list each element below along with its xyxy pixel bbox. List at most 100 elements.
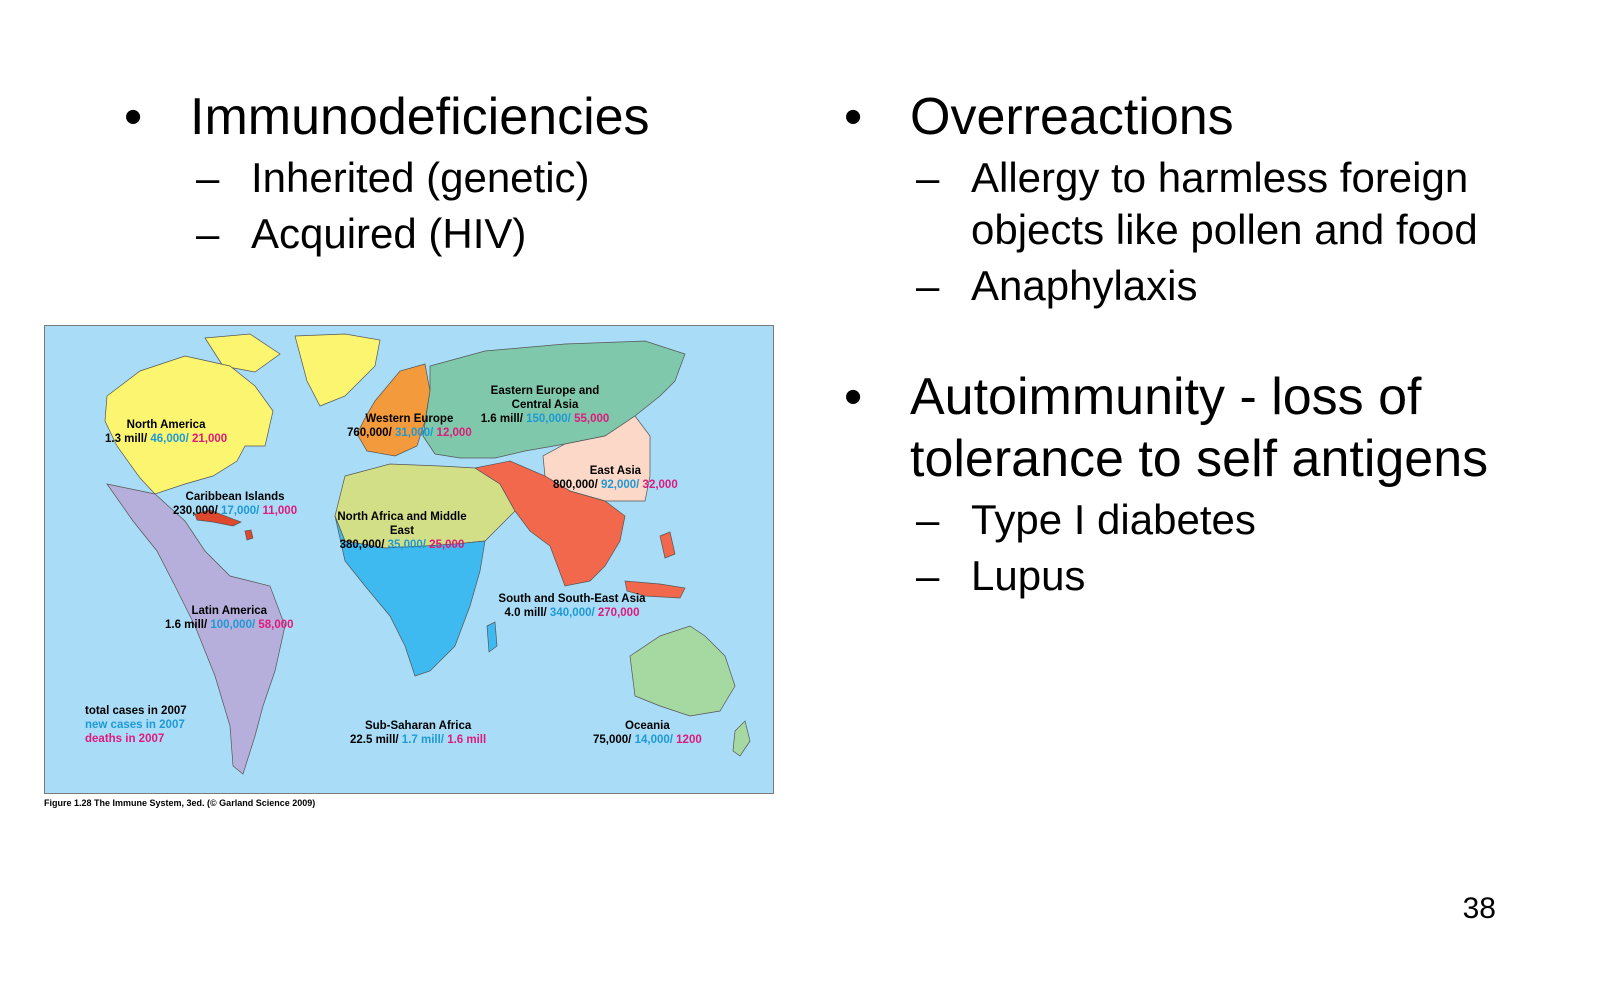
figure-caption: Figure 1.28 The Immune System, 3ed. (© G… <box>44 798 316 808</box>
region-label-east-asia: East Asia 800,000/ 92,000/ 32,000 <box>553 464 678 492</box>
stat-total: 4.0 mill/ <box>504 607 547 619</box>
right-column: • Overreactions – Allergy to harmless fo… <box>844 86 1544 602</box>
western-europe-shape <box>356 363 431 457</box>
sub-bullet-acquired: – Acquired (HIV) <box>124 208 744 260</box>
stat-deaths: 270,000 <box>597 607 640 619</box>
dash-glyph: – <box>916 552 940 599</box>
region-label-north-america: North America 1.3 mill/ 46,000/ 21,000 <box>105 418 227 446</box>
region-name: Sub-Saharan Africa <box>364 720 472 732</box>
stat-new: 17,000/ <box>220 505 260 517</box>
stat-new: 340,000/ <box>549 607 595 619</box>
stat-total: 1.6 mill/ <box>480 413 523 425</box>
madagascar-shape <box>486 621 498 653</box>
dash-glyph: – <box>196 154 220 201</box>
region-stats: 760,000/ 31,000/ 12,000 <box>347 426 472 440</box>
dash-glyph: – <box>916 496 940 543</box>
immunodeficiencies-heading: Immunodeficiencies <box>190 88 650 146</box>
stat-deaths: 25,000 <box>429 539 465 551</box>
legend-new: new cases in 2007 <box>85 719 185 731</box>
stat-deaths: 32,000 <box>642 479 678 491</box>
stat-deaths: 12,000 <box>436 427 472 439</box>
sub-saharan-africa-shape <box>334 515 486 677</box>
greenland-shape <box>294 333 381 407</box>
sub-bullet-anaphylaxis: – Anaphylaxis <box>844 260 1544 312</box>
region-name: Caribbean Islands <box>185 491 285 503</box>
australia-shape <box>629 625 736 717</box>
dash-glyph: – <box>196 210 220 257</box>
region-label-latin-america: Latin America 1.6 mill/ 100,000/ 58,000 <box>165 604 294 632</box>
region-name: Eastern Europe and Central Asia <box>490 385 600 411</box>
region-stats: 1.3 mill/ 46,000/ 21,000 <box>105 432 227 446</box>
sub-bullet-lupus: – Lupus <box>844 550 1544 602</box>
region-name: East Asia <box>589 465 642 477</box>
region-stats: 75,000/ 14,000/ 1200 <box>593 733 702 747</box>
region-label-sub-saharan-africa: Sub-Saharan Africa 22.5 mill/ 1.7 mill/ … <box>350 719 486 747</box>
region-label-western-europe: Western Europe 760,000/ 31,000/ 12,000 <box>347 412 472 440</box>
region-name: North Africa and Middle East <box>337 511 467 537</box>
stat-total: 1.3 mill/ <box>105 433 148 445</box>
dash-glyph: – <box>916 262 940 309</box>
stat-total: 230,000/ <box>173 505 218 517</box>
hiv-world-map: North America 1.3 mill/ 46,000/ 21,000 C… <box>44 325 774 794</box>
sub-bullet-text: Lupus <box>971 552 1086 599</box>
world-map-drawing <box>104 333 751 775</box>
stat-total: 800,000/ <box>553 479 598 491</box>
stat-deaths: 11,000 <box>262 505 298 517</box>
stat-deaths: 1200 <box>676 734 702 746</box>
region-name: Oceania <box>625 720 670 732</box>
south-southeast-asia-shape <box>474 460 626 587</box>
stat-new: 100,000/ <box>210 619 256 631</box>
sub-bullet-text: Type I diabetes <box>971 496 1256 543</box>
stat-total: 380,000/ <box>339 539 385 551</box>
stat-new: 14,000/ <box>634 734 673 746</box>
region-name: South and South-East Asia <box>498 593 646 605</box>
left-column: • Immunodeficiencies – Inherited (geneti… <box>124 86 744 260</box>
sub-bullet-text: Acquired (HIV) <box>251 210 527 257</box>
region-label-eastern-europe: Eastern Europe and Central Asia 1.6 mill… <box>475 384 615 426</box>
region-name: North America <box>126 419 206 431</box>
sub-bullet-type1-diabetes: – Type I diabetes <box>844 494 1544 546</box>
region-label-caribbean: Caribbean Islands 230,000/ 17,000/ 11,00… <box>173 490 297 518</box>
legend-deaths: deaths in 2007 <box>85 733 165 745</box>
bullet-overreactions: • Overreactions <box>844 86 1544 148</box>
caribbean-islands-shape <box>194 509 242 527</box>
region-label-oceania: Oceania 75,000/ 14,000/ 1200 <box>593 719 702 747</box>
new-zealand-shape <box>732 720 751 757</box>
caribbean-islands-shape <box>244 529 254 541</box>
dash-glyph: – <box>916 154 940 201</box>
region-stats: 230,000/ 17,000/ 11,000 <box>173 504 297 518</box>
region-name: Latin America <box>191 605 268 617</box>
stat-deaths: 58,000 <box>258 619 294 631</box>
sub-bullet-inherited: – Inherited (genetic) <box>124 152 744 204</box>
stat-total: 760,000/ <box>347 427 392 439</box>
region-stats: 1.6 mill/ 100,000/ 58,000 <box>165 618 294 632</box>
stat-deaths: 1.6 mill <box>447 734 487 746</box>
page-number: 38 <box>1462 892 1496 925</box>
autoimmunity-heading: Autoimmunity - loss of tolerance to self… <box>910 368 1489 488</box>
region-stats: 4.0 mill/ 340,000/ 270,000 <box>497 606 647 620</box>
indonesia-islands-shape <box>624 580 686 599</box>
bullet-immunodeficiencies: • Immunodeficiencies <box>124 86 744 148</box>
legend-total: total cases in 2007 <box>85 705 187 717</box>
region-stats: 1.6 mill/ 150,000/ 55,000 <box>475 412 615 426</box>
arctic-islands-shape <box>204 333 281 373</box>
bullet-glyph: • <box>844 368 863 426</box>
bullet-autoimmunity: • Autoimmunity - loss of tolerance to se… <box>844 366 1490 490</box>
sub-bullet-text: Allergy to harmless foreign objects like… <box>971 154 1478 253</box>
bullet-glyph: • <box>844 88 863 146</box>
stat-total: 22.5 mill/ <box>350 734 399 746</box>
bullet-glyph: • <box>124 88 143 146</box>
region-stats: 380,000/ 35,000/ 25,000 <box>337 538 467 552</box>
region-name: Western Europe <box>365 413 454 425</box>
stat-new: 92,000/ <box>600 479 640 491</box>
region-label-north-africa: North Africa and Middle East 380,000/ 35… <box>337 510 467 552</box>
stat-new: 1.7 mill/ <box>401 734 444 746</box>
stat-new: 46,000/ <box>150 433 189 445</box>
sub-bullet-text: Inherited (genetic) <box>251 154 590 201</box>
region-label-south-east-asia: South and South-East Asia 4.0 mill/ 340,… <box>497 592 647 620</box>
region-stats: 800,000/ 92,000/ 32,000 <box>553 478 678 492</box>
region-stats: 22.5 mill/ 1.7 mill/ 1.6 mill <box>350 733 486 747</box>
north-america-shape <box>104 355 274 495</box>
overreactions-heading: Overreactions <box>910 88 1234 146</box>
stat-deaths: 21,000 <box>191 433 228 445</box>
